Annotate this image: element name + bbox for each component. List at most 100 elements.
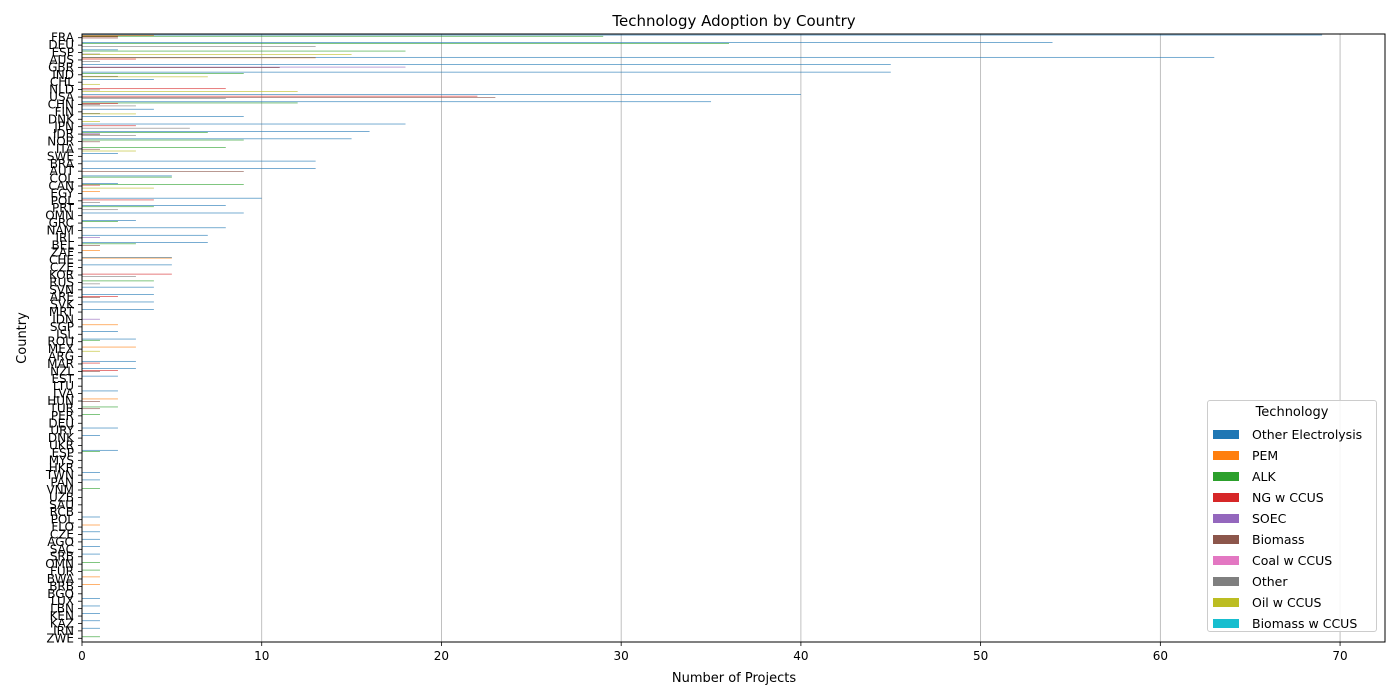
legend-label: SOEC [1252, 511, 1287, 526]
y-tick-label: IRL [55, 231, 74, 245]
bar-esp2-2 [82, 451, 100, 452]
bar-usa-7 [82, 98, 226, 99]
bar-per-2 [82, 414, 100, 415]
y-tick-label: IRN [53, 624, 74, 638]
bar-idr-7 [82, 135, 136, 136]
bar-pan-0 [82, 479, 100, 481]
x-tick-label: 30 [614, 649, 629, 663]
bars [82, 34, 1323, 638]
x-tick-label: 60 [1153, 649, 1168, 663]
bar-che-0 [82, 257, 172, 258]
bar-rou-2 [82, 339, 100, 341]
bar-chl-8 [82, 83, 100, 85]
y-tick-label: LBN [50, 602, 74, 616]
legend-label: NG w CCUS [1252, 490, 1324, 505]
bar-idr-2 [82, 132, 208, 133]
bar-flo-1 [82, 524, 100, 526]
bar-esp-2 [82, 50, 406, 52]
legend-label: Coal w CCUS [1252, 553, 1333, 568]
tick-labels: 0 10 20 30 40 50 60 70FRADEUESPAUSGBRINDCHLNLDU… [45, 31, 1348, 663]
bar-swe-0 [82, 153, 118, 154]
plot-frame [81, 33, 1386, 643]
bar-gbr-5 [82, 67, 280, 68]
bar-isl-0 [82, 331, 118, 332]
bar-bel-5 [82, 245, 100, 246]
bar-dnk-0 [82, 116, 244, 117]
bar-mrt-0 [82, 309, 154, 310]
y-tick-label: COL [49, 172, 74, 186]
legend-label: PEM [1252, 448, 1279, 463]
y-tick-label: PAN [50, 476, 74, 490]
axes [78, 33, 1386, 646]
y-tick-label: CHL [50, 75, 74, 89]
y-tick-label: IDN [52, 312, 74, 326]
legend-label: Other Electrolysis [1252, 427, 1363, 442]
bar-pol-0 [82, 197, 262, 199]
y-tick-label: BEL [52, 238, 75, 252]
bar-nld-5 [82, 89, 100, 91]
bar-fra-3 [82, 36, 118, 38]
bar-idn-4 [82, 318, 100, 320]
y-tick-label: SRB [50, 550, 74, 564]
legend-entry: Other Electrolysis [1208, 424, 1376, 445]
y-tick-label: USA [49, 90, 75, 104]
bar-pol2-0 [82, 516, 100, 518]
legend-swatch [1213, 472, 1239, 481]
x-tick-label: 40 [793, 649, 808, 663]
y-tick-label: GRC [49, 216, 74, 230]
legend-label: ALK [1252, 469, 1276, 484]
y-tick-label: DEU [48, 416, 74, 430]
bar-prt-0 [82, 205, 226, 206]
y-tick-label: FRA [51, 31, 75, 45]
y-tick-label: ROU [47, 335, 74, 349]
bar-irl-4 [82, 237, 100, 238]
legend-entry: Coal w CCUS [1208, 550, 1376, 571]
y-tick-label: AUS [49, 53, 74, 67]
legend-entry: Oil w CCUS [1208, 592, 1376, 613]
legend-entry: NG w CCUS [1208, 487, 1376, 508]
y-tick-label: SVN [49, 283, 74, 297]
y-tick-label: BRB [49, 579, 74, 593]
bar-lva-0 [82, 390, 118, 392]
y-tick-label: IND [52, 68, 74, 82]
legend-label: Other [1252, 574, 1288, 589]
y-tick-label: POL [51, 513, 75, 527]
bar-ind-0 [82, 71, 891, 73]
bar-deu-2 [82, 43, 730, 44]
y-tick-label: DNK [48, 431, 75, 445]
bar-ita-5 [82, 148, 100, 150]
legend: Technology Other Electrolysis PEM ALK NG w … [1207, 400, 1377, 632]
bar-rou-0 [82, 338, 136, 340]
bar-fra-5 [82, 37, 118, 39]
bar-esp-8 [82, 54, 352, 55]
bar-dnk2-0 [82, 435, 100, 436]
bar-dnk-8 [82, 121, 100, 122]
bar-ago-0 [82, 538, 100, 540]
bar-hun-1 [82, 398, 118, 400]
y-tick-label: ESP [52, 446, 74, 460]
bar-omn2-2 [82, 562, 100, 563]
bar-vnm-2 [82, 488, 100, 489]
bar-can-3 [82, 184, 100, 186]
bar-aus-7 [82, 61, 100, 62]
bar-chn-3 [82, 103, 118, 104]
legend-swatch [1213, 535, 1239, 544]
bar-usa-3 [82, 95, 478, 97]
bar-usa-5 [82, 97, 496, 98]
y-tick-label: OMN [45, 209, 74, 223]
legend-entry: Biomass [1208, 529, 1376, 550]
bar-mex-8 [82, 350, 100, 352]
bar-ita-2 [82, 147, 226, 148]
y-tick-label: CHE [49, 253, 74, 267]
legend-label: Biomass w CCUS [1252, 616, 1358, 631]
bar-chn-2 [82, 102, 298, 104]
bar-jpn-7 [82, 127, 190, 129]
bar-ita-8 [82, 150, 136, 152]
bar-tur-5 [82, 408, 100, 410]
bar-kor-3 [82, 273, 172, 275]
bar-srb-0 [82, 553, 100, 555]
y-tick-label: FIN [55, 105, 74, 119]
y-tick-label: SAC [50, 542, 74, 556]
bar-aus-3 [82, 58, 136, 60]
y-tick-label: RUS [49, 275, 74, 289]
